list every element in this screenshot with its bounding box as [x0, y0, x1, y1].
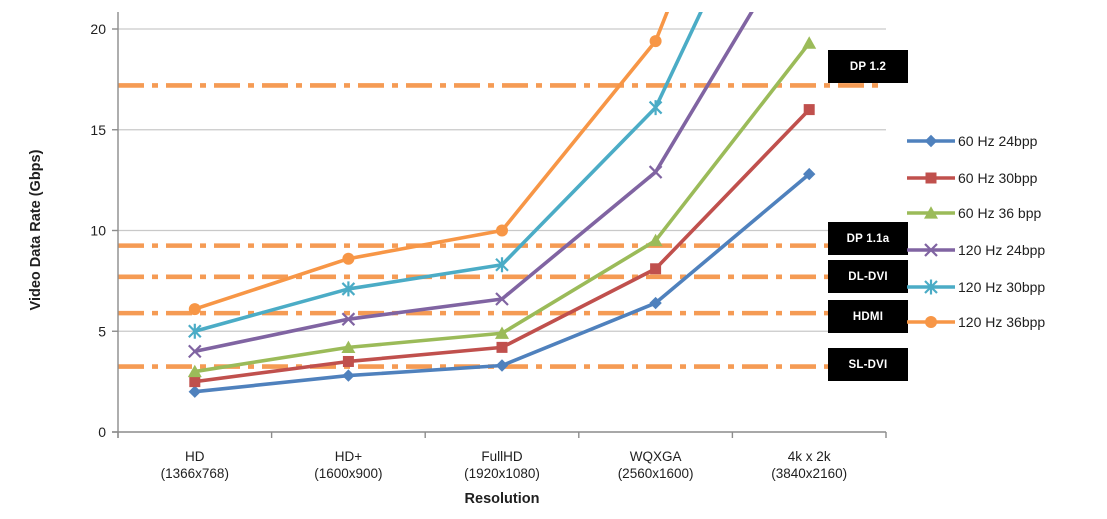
y-tick-label: 5: [98, 323, 106, 339]
limit-label-dp-1-2: DP 1.2: [828, 50, 908, 83]
legend-item-60hz-30bpp: 60 Hz 30bpp: [906, 167, 1037, 189]
y-tick-label: 10: [90, 223, 106, 239]
limit-label-sl-dvi: SL-DVI: [828, 348, 908, 381]
data-series: [187, 12, 817, 398]
legend-label: 60 Hz 36 bpp: [958, 205, 1042, 221]
legend-item-120hz-36bpp: 120 Hz 36bpp: [906, 311, 1045, 333]
limit-label-dl-dvi: DL-DVI: [828, 260, 908, 293]
x-category-label: FullHD (1920x1080): [464, 449, 540, 481]
x-category-label: WQXGA (2560x1600): [618, 449, 694, 481]
x-category-label: HD (1366x768): [161, 449, 229, 481]
legend-label: 60 Hz 24bpp: [958, 133, 1038, 149]
limit-label-dp-1-1a: DP 1.1a: [828, 222, 908, 255]
legend-marker-x-icon: [907, 243, 955, 257]
legend-item-60hz-24bpp: 60 Hz 24bpp: [906, 130, 1037, 152]
x-axis-title: Resolution: [465, 491, 540, 507]
legend-item-120hz-30bpp: 120 Hz 30bpp: [906, 276, 1045, 298]
gridlines: [118, 28, 886, 332]
legend-item-120hz-24bpp: 120 Hz 24bpp: [906, 239, 1045, 261]
axes: [112, 12, 887, 438]
legend-marker-diamond-icon: [907, 134, 955, 148]
y-axis-title: Video Data Rate (Gbps): [28, 149, 44, 310]
legend-marker-triangle-icon: [907, 206, 955, 219]
legend-marker-asterisk-icon: [907, 279, 955, 295]
legend-label: 120 Hz 30bpp: [958, 279, 1046, 295]
y-tick-label: 15: [90, 122, 106, 138]
x-category-label: HD+ (1600x900): [314, 449, 382, 481]
legend-label: 120 Hz 36bpp: [958, 314, 1046, 330]
legend-marker-square-icon: [907, 172, 955, 184]
legend-label: 120 Hz 24bpp: [958, 242, 1046, 258]
x-category-label: 4k x 2k (3840x2160): [771, 449, 847, 481]
legend-label: 60 Hz 30bpp: [958, 170, 1038, 186]
limit-label-hdmi: HDMI: [828, 300, 908, 333]
legend-item-60hz-36bpp: 60 Hz 36 bpp: [906, 202, 1041, 224]
y-tick-label: 0: [98, 424, 106, 440]
axis-labels: 0 5 10 15 20 HD (1366x768) HD+ (1600x900) FullHD(…: [28, 21, 847, 507]
series-line-120-hz-30bpp: [193, 12, 703, 334]
legend-marker-circle-icon: [907, 316, 955, 328]
y-tick-label: 20: [90, 21, 106, 37]
